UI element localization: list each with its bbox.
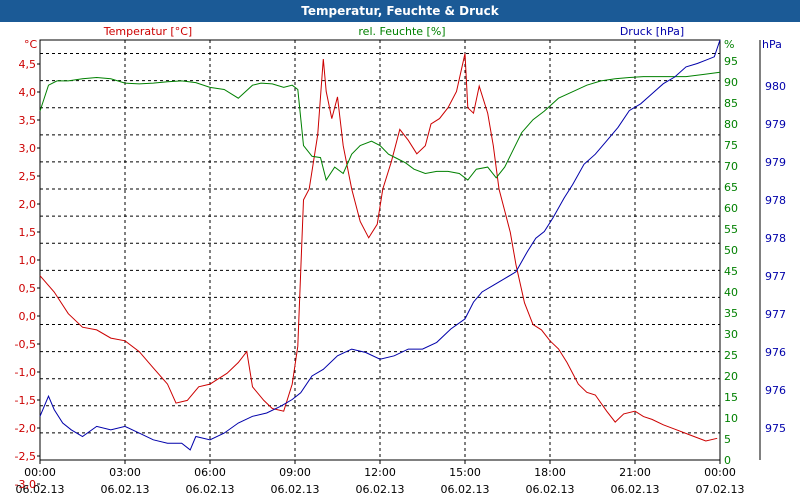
x-tick-time: 21:00	[619, 466, 651, 479]
humidity-tick-label: 30	[724, 328, 738, 341]
chart-area: 00:00 06.02.13 03:00 06.02.13 06:00 06.02.13 0…	[15, 25, 786, 496]
humidity-tick-label: 80	[724, 118, 738, 131]
temperature-tick-label: 1,5	[19, 226, 37, 239]
humidity-tick-label: 90	[724, 76, 738, 89]
temperature-tick-label: -2,0	[15, 422, 36, 435]
x-tick-time: 09:00	[279, 466, 311, 479]
x-tick-date: 06.02.13	[356, 483, 405, 496]
x-tick-date: 07.02.13	[696, 483, 745, 496]
humidity-tick-label: 45	[724, 265, 738, 278]
temperature-tick-label: 2,5	[19, 170, 37, 183]
humidity-tick-label: 10	[724, 412, 738, 425]
temperature-tick-label: 1,0	[19, 254, 37, 267]
temperature-tick-label: -1,0	[15, 366, 36, 379]
humidity-tick-label: 85	[724, 97, 738, 110]
temperature-tick-label: -1,5	[15, 394, 36, 407]
temperature-tick-label: 4,5	[19, 58, 37, 71]
legend-humidity: rel. Feuchte [%]	[358, 25, 445, 38]
temperature-tick-label: 0,0	[19, 310, 37, 323]
window-title: Temperatur, Feuchte & Druck	[0, 0, 800, 22]
x-tick-time: 00:00	[704, 466, 736, 479]
humidity-tick-label: 25	[724, 349, 738, 362]
temperature-tick-label: -3,0	[15, 478, 36, 491]
x-tick-date: 06.02.13	[441, 483, 490, 496]
temperature-tick-label: 0,5	[19, 282, 37, 295]
pressure-tick-label: 979	[765, 156, 786, 169]
legend-temperature: Temperatur [°C]	[103, 25, 192, 38]
pressure-series-line	[39, 39, 721, 451]
humidity-tick-label: 20	[724, 370, 738, 383]
humidity-tick-label: 75	[724, 139, 738, 152]
x-tick-date: 06.02.13	[186, 483, 235, 496]
x-tick-date: 06.02.13	[271, 483, 320, 496]
humidity-tick-label: 50	[724, 244, 738, 257]
humidity-tick-label: 60	[724, 202, 738, 215]
humidity-tick-label: 5	[724, 433, 731, 446]
temperature-series-line	[39, 53, 718, 442]
x-tick-date: 06.02.13	[611, 483, 660, 496]
humidity-tick-label: 40	[724, 286, 738, 299]
temperature-tick-label: 3,5	[19, 114, 37, 127]
pressure-tick-label: 980	[765, 80, 786, 93]
pressure-tick-label: 979	[765, 118, 786, 131]
humidity-tick-label: 15	[724, 391, 738, 404]
x-tick-time: 15:00	[449, 466, 481, 479]
x-tick-time: 00:00	[24, 466, 56, 479]
x-tick-date: 06.02.13	[16, 483, 65, 496]
temperature-tick-label: -2,5	[15, 450, 36, 463]
pressure-tick-label: 976	[765, 346, 786, 359]
pressure-tick-label: 977	[765, 270, 786, 283]
x-tick-time: 12:00	[364, 466, 396, 479]
humidity-tick-label: 55	[724, 223, 738, 236]
humidity-tick-label: 65	[724, 181, 738, 194]
pressure-tick-label: 976	[765, 384, 786, 397]
humidity-tick-label: 35	[724, 307, 738, 320]
x-tick-time: 18:00	[534, 466, 566, 479]
humidity-unit: %	[724, 38, 734, 51]
pressure-tick-label: 975	[765, 422, 786, 435]
humidity-tick-label: 95	[724, 55, 738, 68]
pressure-tick-label: 978	[765, 194, 786, 207]
pressure-tick-label: 977	[765, 308, 786, 321]
legend-pressure: Druck [hPa]	[620, 25, 684, 38]
x-tick-time: 06:00	[194, 466, 226, 479]
humidity-tick-label: 70	[724, 160, 738, 173]
temperature-tick-label: 3,0	[19, 142, 37, 155]
temperature-unit: °C	[24, 38, 38, 51]
x-tick-date: 06.02.13	[101, 483, 150, 496]
temperature-tick-label: 4,0	[19, 86, 37, 99]
temperature-tick-label: -0,5	[15, 338, 36, 351]
humidity-series-line	[39, 71, 721, 182]
temperature-tick-label: 2,0	[19, 198, 37, 211]
humidity-tick-label: 0	[724, 454, 731, 467]
pressure-unit: hPa	[762, 38, 782, 51]
pressure-tick-label: 978	[765, 232, 786, 245]
x-tick-time: 03:00	[109, 466, 141, 479]
x-tick-date: 06.02.13	[526, 483, 575, 496]
